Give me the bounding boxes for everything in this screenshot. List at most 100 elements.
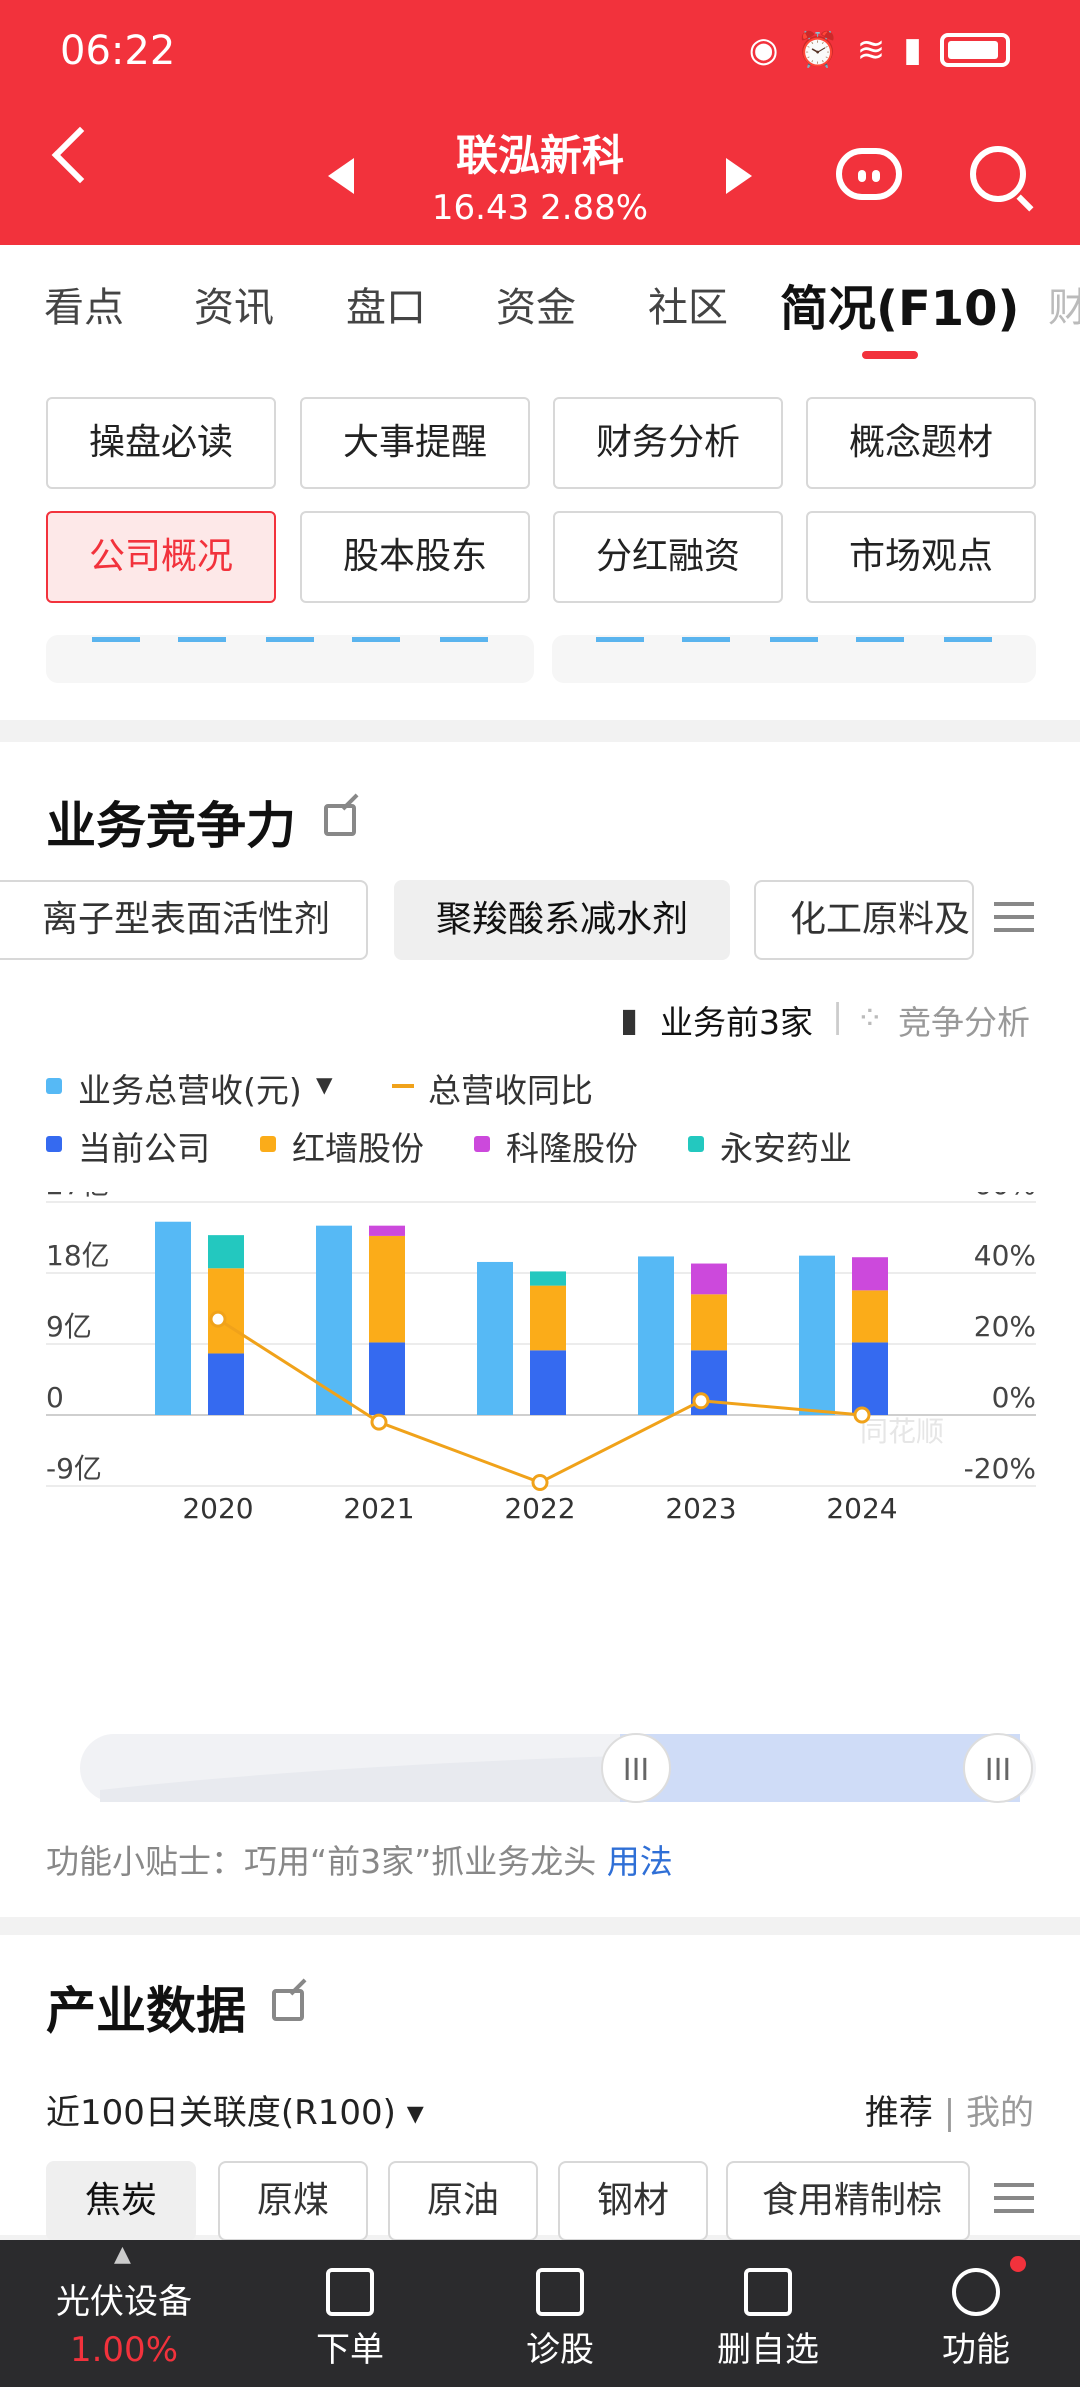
legend-current-company[interactable]: 当前公司: [78, 1129, 210, 1168]
legend-total-revenue[interactable]: 业务总营收(元): [78, 1071, 302, 1110]
y-right-tick-label: 0%: [992, 1381, 1036, 1414]
top-tabs: 看点 资讯 盘口 资金 社区 简况(F10) 财: [0, 275, 1080, 345]
sector-ticker[interactable]: ▲ 光伏设备 1.00%: [24, 2240, 224, 2387]
dash-indicator: [92, 637, 140, 642]
btn-shichang[interactable]: 市场观点: [806, 511, 1036, 603]
dash-indicator: [440, 637, 488, 642]
yoy-point: [853, 1406, 871, 1424]
minus-box-icon: [744, 2268, 792, 2316]
status-icons: ◉ ⏰ ≋ ▮: [749, 30, 1010, 70]
chip-steel[interactable]: 钢材: [558, 2161, 708, 2241]
dash-indicator: [352, 637, 400, 642]
tab-shequ[interactable]: 社区: [648, 285, 728, 331]
diagnose-button[interactable]: 诊股: [460, 2240, 660, 2387]
business-card: 业务竞争力 离子型表面活性剂 聚羧酸系减水剂 化工原料及 ▮ 业务前3家 | ⁘…: [0, 742, 1080, 1917]
x-tick-label: 2021: [343, 1492, 414, 1522]
dash-indicator: [596, 637, 644, 642]
bar-segment: [530, 1285, 566, 1351]
range-slider[interactable]: III III: [80, 1730, 1036, 1806]
f10-nav-card: 看点 资讯 盘口 资金 社区 简况(F10) 财 操盘必读 大事提醒 财务分析 …: [0, 245, 1080, 720]
legend-swatch: [688, 1136, 704, 1152]
legend-swatch: [46, 1078, 62, 1094]
chip-crude-oil[interactable]: 原油: [388, 2161, 538, 2241]
menu-icon[interactable]: [994, 902, 1034, 932]
tab-f10[interactable]: 简况(F10): [780, 281, 1020, 337]
tab-kandian[interactable]: 看点: [44, 285, 124, 331]
mine-label[interactable]: 我的: [966, 2093, 1034, 2133]
tip-text: 功能小贴士：巧用“前3家”抓业务龙头 用法: [46, 1835, 673, 1883]
menu-circle-icon: [952, 2268, 1000, 2316]
chip-raw-coal[interactable]: 原煤: [218, 2161, 368, 2241]
tab-pankou[interactable]: 盘口: [346, 285, 426, 331]
y-right-tick-label: 60%: [974, 1192, 1036, 1201]
divider: |: [943, 2093, 966, 2133]
legend-kelong[interactable]: 科隆股份: [506, 1129, 638, 1168]
external-link-icon[interactable]: [272, 1989, 304, 2021]
bar-total-revenue: [638, 1256, 674, 1415]
recommend-label[interactable]: 推荐: [864, 2093, 933, 2133]
btn-guben[interactable]: 股本股东: [300, 511, 530, 603]
bar-total-revenue: [477, 1261, 513, 1415]
order-button[interactable]: 下单: [250, 2240, 450, 2387]
pill-polycarboxylate[interactable]: 聚羧酸系减水剂: [394, 880, 730, 960]
r100-label: 近100日关联度(R100): [46, 2093, 396, 2133]
handle-grip-icon: III: [623, 1753, 650, 1788]
external-link-icon[interactable]: [324, 804, 356, 836]
legend-hongqiang[interactable]: 红墙股份: [292, 1129, 424, 1168]
compete-analysis-toggle[interactable]: 竞争分析: [898, 1003, 1030, 1042]
next-stock-icon[interactable]: [726, 158, 752, 194]
pill-ionic-surfactant[interactable]: 离子型表面活性剂: [0, 880, 368, 960]
bar-total-revenue: [799, 1255, 835, 1415]
y-left-tick-label: 9亿: [46, 1310, 92, 1343]
scroll-strip-right: [552, 635, 1036, 683]
legend-yoy[interactable]: 总营收同比: [428, 1071, 593, 1110]
recommend-toggle[interactable]: 推荐 | 我的: [865, 2085, 1034, 2134]
btn-gainian[interactable]: 概念题材: [806, 397, 1036, 489]
industry-title: 产业数据: [46, 1982, 246, 2040]
y-left-tick-label: -9亿: [46, 1452, 102, 1485]
eye-icon: ◉: [748, 30, 779, 70]
bar-segment: [530, 1350, 566, 1415]
divider: |: [832, 996, 844, 1035]
btn-caiwu[interactable]: 财务分析: [553, 397, 783, 489]
tip-body: 功能小贴士：巧用“前3家”抓业务龙头: [46, 1842, 597, 1881]
remove-watchlist-label: 删自选: [717, 2330, 819, 2370]
btn-dashi[interactable]: 大事提醒: [300, 397, 530, 489]
top3-toggle[interactable]: 业务前3家: [660, 1003, 813, 1042]
industry-card: 产业数据 近100日关联度(R100) ▾ 推荐 | 我的 焦炭 原煤 原油 钢…: [0, 1935, 1080, 2241]
wifi-icon: ≋: [856, 30, 886, 70]
order-label: 下单: [316, 2330, 384, 2370]
legend-yongan[interactable]: 永安药业: [720, 1129, 852, 1168]
yoy-point: [370, 1413, 388, 1431]
robot-assistant-icon[interactable]: [836, 148, 902, 200]
menu-icon[interactable]: [994, 2183, 1034, 2213]
legend-swatch: [260, 1136, 276, 1152]
btn-gongsi[interactable]: 公司概况: [46, 511, 276, 603]
order-icon: [326, 2268, 374, 2316]
tab-caiwu[interactable]: 财: [1048, 285, 1080, 331]
tip-link[interactable]: 用法: [606, 1842, 673, 1881]
prev-stock-icon[interactable]: [328, 158, 354, 194]
y-left-tick-label: 18亿: [46, 1239, 110, 1272]
r100-dropdown[interactable]: 近100日关联度(R100) ▾: [46, 2085, 424, 2134]
pill-chemical-raw[interactable]: 化工原料及: [754, 880, 974, 960]
bar-segment: [691, 1263, 727, 1295]
dropdown-arrow-icon[interactable]: ▾: [316, 1064, 333, 1103]
app-header: 06:22 ◉ ⏰ ≋ ▮ 联泓新科 16.43 2.88%: [0, 0, 1080, 245]
up-arrow-icon: ▲: [114, 2242, 131, 2267]
tab-zixun[interactable]: 资讯: [194, 285, 274, 331]
chip-palm-oil[interactable]: 食用精制棕: [726, 2161, 970, 2241]
btn-fenhong[interactable]: 分红融资: [553, 511, 783, 603]
diagnose-label: 诊股: [526, 2330, 594, 2370]
btn-caopan[interactable]: 操盘必读: [46, 397, 276, 489]
scroll-strip-left: [46, 635, 534, 683]
dots-icon: ⁘: [856, 998, 884, 1037]
search-icon[interactable]: [970, 146, 1026, 202]
function-button[interactable]: 功能: [876, 2240, 1076, 2387]
stock-name: 联泓新科: [455, 131, 624, 180]
tab-zijin[interactable]: 资金: [496, 285, 576, 331]
dash-indicator: [178, 637, 226, 642]
signal-icon: ▮: [903, 30, 922, 70]
remove-watchlist-button[interactable]: 删自选: [668, 2240, 868, 2387]
chip-coke[interactable]: 焦炭: [46, 2161, 196, 2241]
